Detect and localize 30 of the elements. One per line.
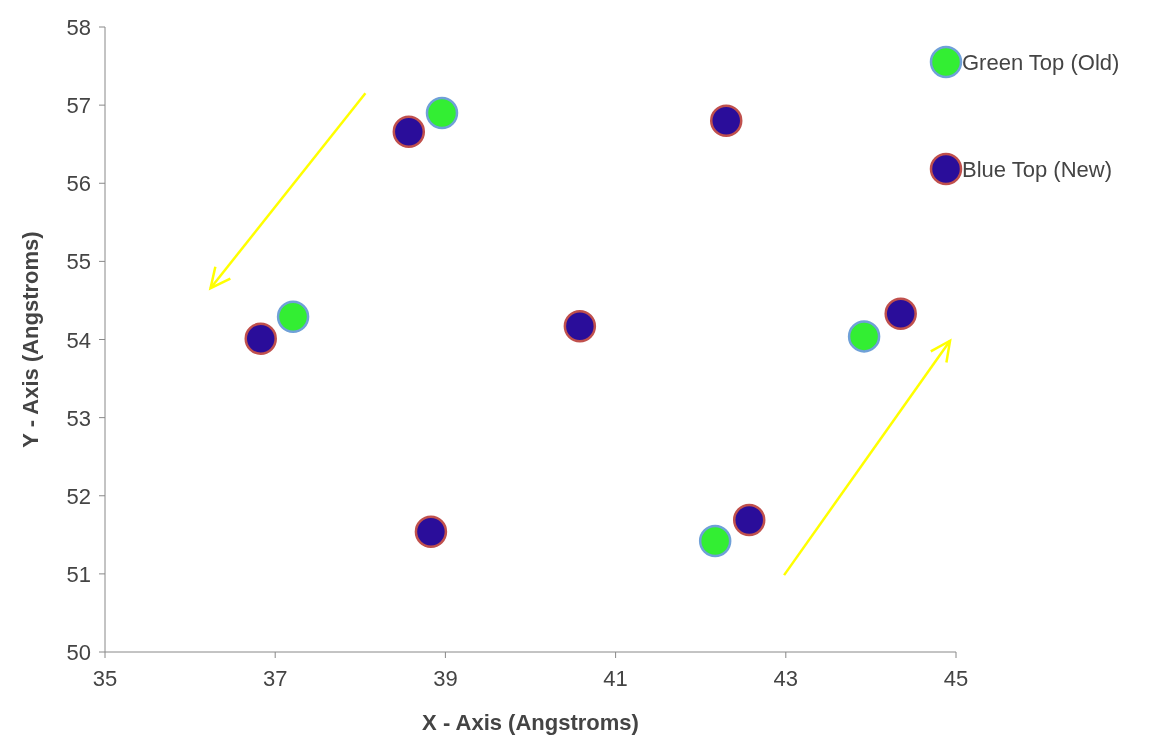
- point: [244, 322, 277, 355]
- x-tick-label: 35: [92, 666, 118, 691]
- y-tick-label: 54: [66, 327, 91, 353]
- point: [392, 115, 426, 148]
- point: [884, 297, 917, 330]
- x-tick-label: 43: [773, 666, 799, 691]
- y-tick-label: 52: [66, 483, 91, 509]
- point: [732, 503, 766, 537]
- point: [563, 309, 597, 343]
- y-tick-label: 51: [66, 561, 91, 587]
- y-tick-label: 50: [66, 640, 91, 665]
- legend-label: Green Top (Old): [962, 50, 1120, 75]
- y-tick-label: 58: [66, 15, 91, 40]
- y-tick-label: 57: [66, 93, 91, 119]
- x-tick-label: 39: [433, 666, 458, 691]
- point: [698, 524, 732, 558]
- point: [414, 515, 448, 548]
- y-tick-label: 53: [66, 405, 91, 431]
- y-tick-label: 56: [66, 171, 91, 197]
- x-tick-label: 41: [603, 666, 628, 691]
- point: [709, 104, 743, 137]
- point: [276, 300, 310, 334]
- x-axis-title: X - Axis (Angstroms): [422, 710, 639, 735]
- point: [847, 320, 881, 353]
- point: [425, 96, 459, 130]
- legend-label: Blue Top (New): [962, 157, 1112, 182]
- y-axis-title: Y - Axis (Angstroms): [18, 231, 43, 448]
- y-tick-label: 55: [66, 249, 91, 275]
- x-tick-label: 37: [262, 666, 288, 691]
- x-tick-label: 45: [943, 666, 969, 691]
